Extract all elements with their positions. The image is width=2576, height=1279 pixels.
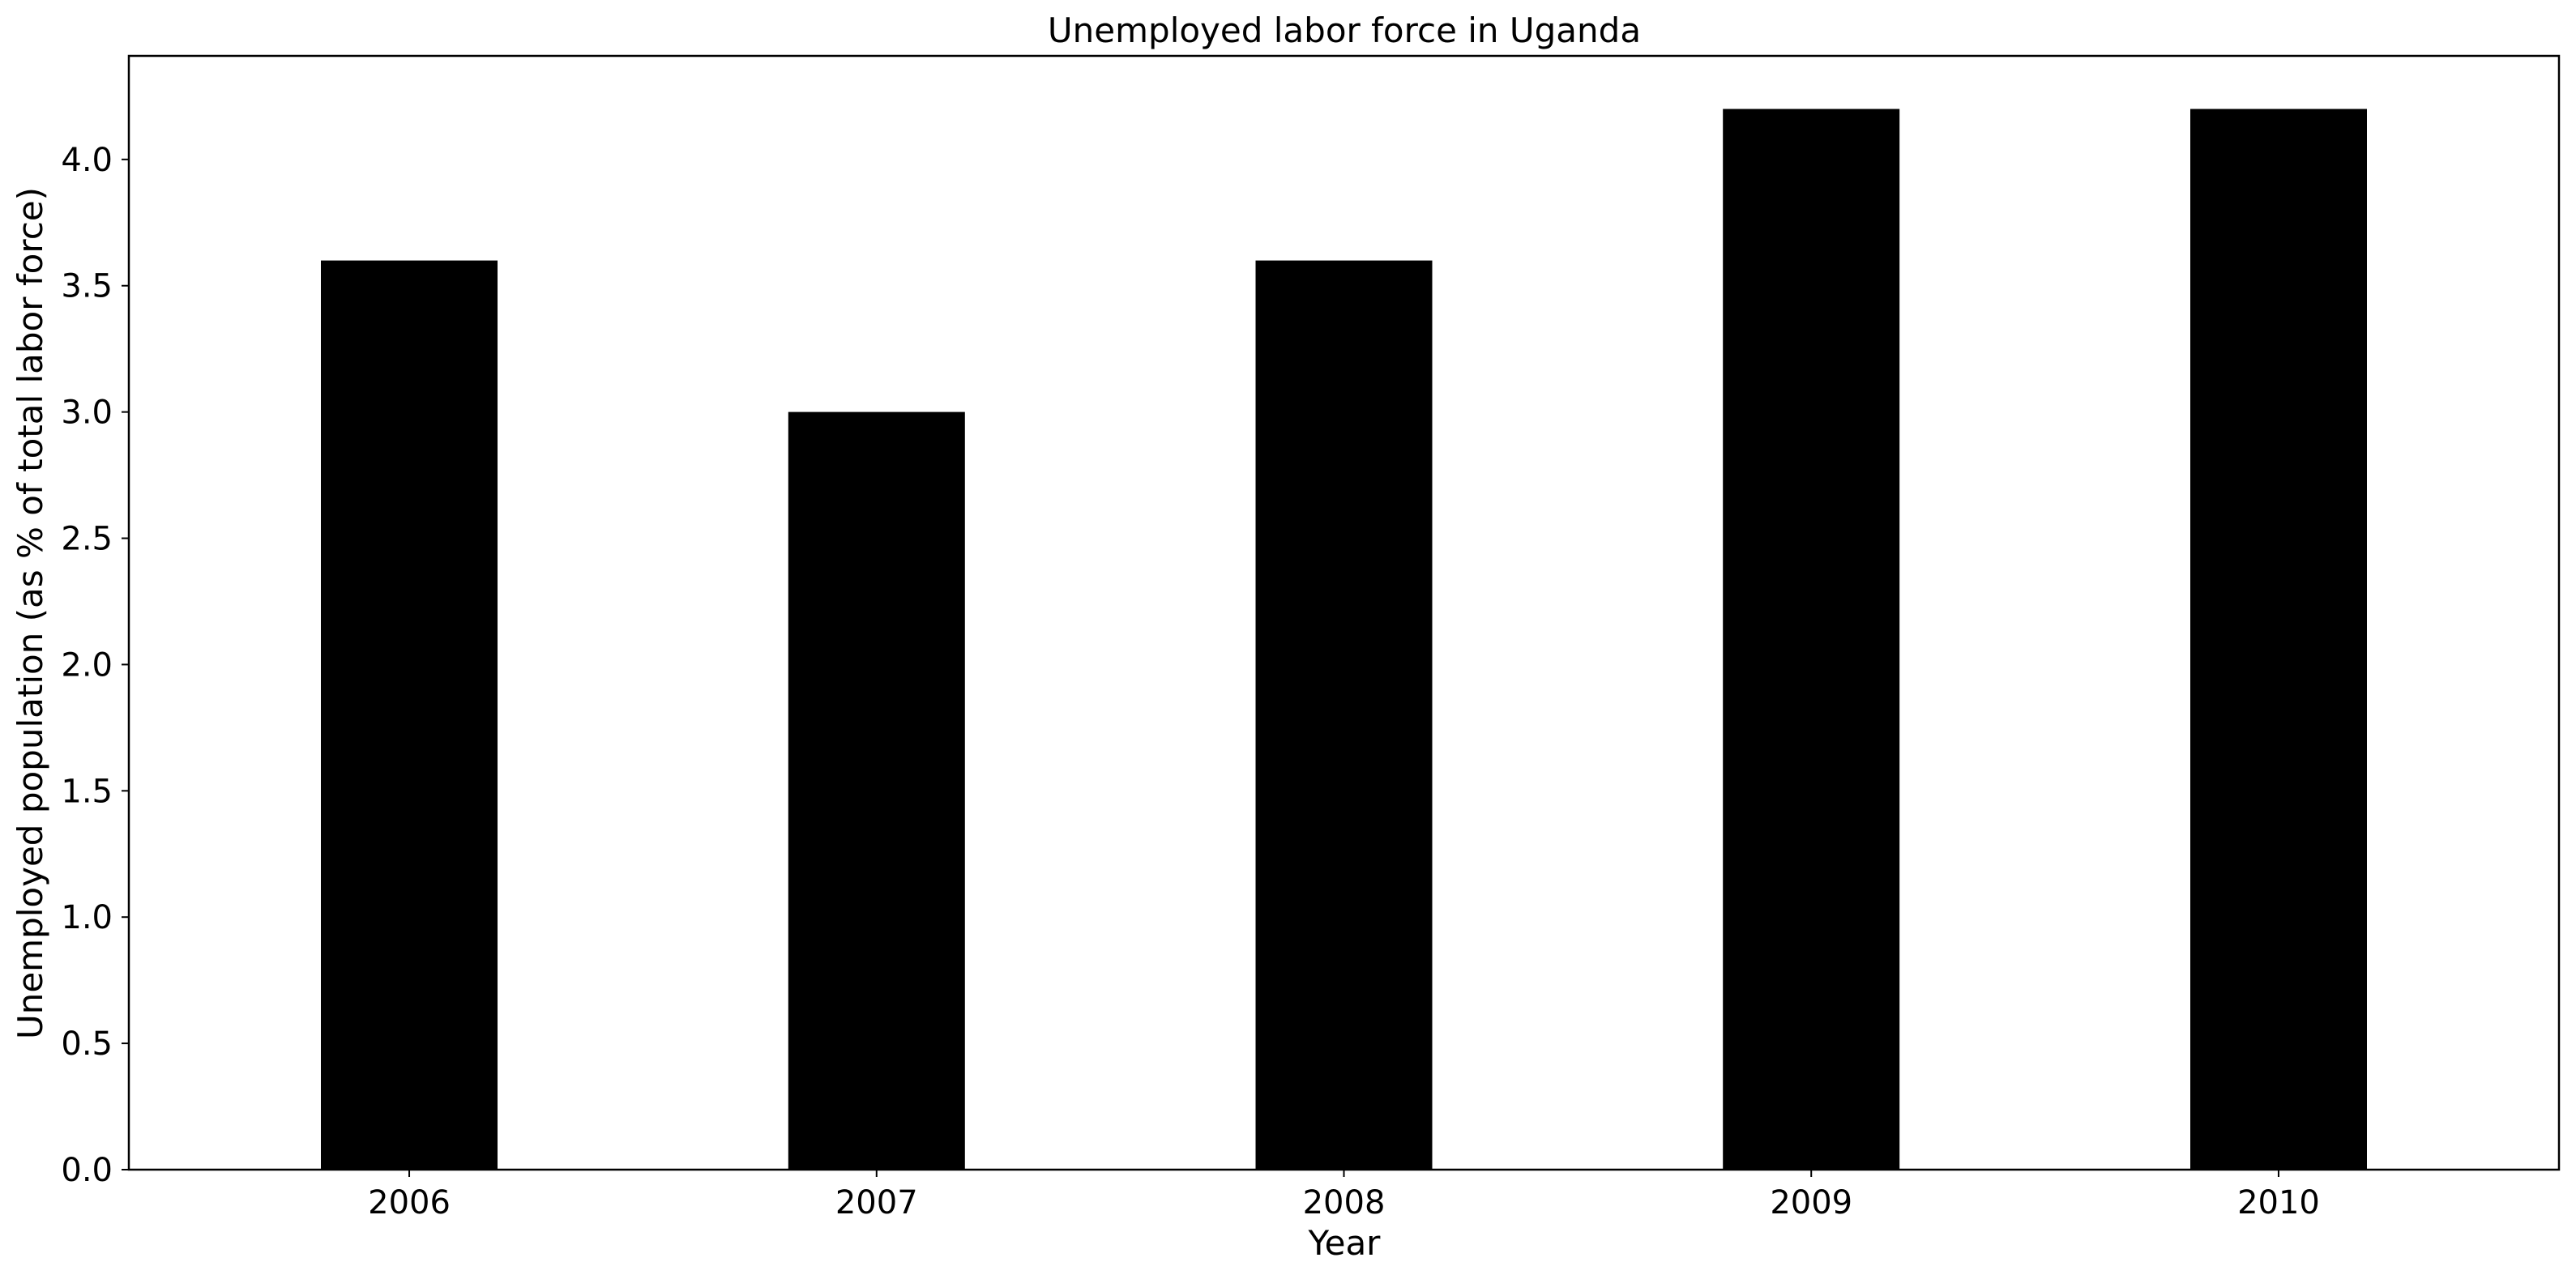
bars-layer <box>321 109 2367 1170</box>
bar-2007 <box>788 411 965 1170</box>
y-tick-label: 2.0 <box>61 646 113 684</box>
y-tick-label: 0.0 <box>61 1152 113 1189</box>
y-tick-label: 2.5 <box>61 521 113 558</box>
bar-2010 <box>2190 109 2367 1170</box>
bar-2009 <box>1723 109 1900 1170</box>
x-tick-label: 2008 <box>1303 1184 1386 1221</box>
x-axis-ticks: 2006 2007 2008 2009 2010 <box>368 1170 2320 1221</box>
y-tick-label: 1.0 <box>61 899 113 936</box>
bar-2006 <box>321 260 498 1170</box>
chart-title: Unemployed labor force in Uganda <box>1048 11 1641 50</box>
plot-area-frame <box>127 54 2561 1171</box>
y-axis-title: Unemployed population (as % of total lab… <box>11 187 50 1039</box>
y-axis-ticks: 0.0 0.5 1.0 1.5 2.0 2.5 3.0 3.5 4.0 <box>61 142 129 1189</box>
y-tick-label: 4.0 <box>61 142 113 179</box>
y-tick-label: 0.5 <box>61 1025 113 1063</box>
x-tick-label: 2006 <box>368 1184 451 1221</box>
x-axis-title: Year <box>1308 1223 1382 1263</box>
x-tick-label: 2010 <box>2237 1184 2320 1221</box>
x-tick-label: 2007 <box>835 1184 918 1221</box>
x-tick-label: 2009 <box>1770 1184 1852 1221</box>
y-tick-label: 3.5 <box>61 268 113 305</box>
y-tick-label: 3.0 <box>61 394 113 432</box>
bar-2008 <box>1255 260 1433 1170</box>
y-tick-label: 1.5 <box>61 773 113 810</box>
